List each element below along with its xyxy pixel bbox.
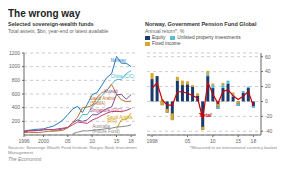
- html-text:Fixed income: Fixed income: [152, 41, 181, 46]
- html-text:Sources: Sovereign Wealth Fund: Sources: Sovereign Wealth Fund Institute…: [8, 145, 137, 155]
- svg-text:20: 20: [265, 83, 271, 89]
- svg-text:600: 600: [12, 91, 21, 97]
- html-text:Annual return*, %: Annual return*, %: [145, 28, 185, 34]
- svg-text:2000: 2000: [38, 138, 49, 144]
- svg-text:05: 05: [65, 138, 71, 144]
- html-text:The wrong way: The wrong way: [8, 8, 81, 19]
- svg-text:Australia(Future Fund): Australia(Future Fund): [92, 124, 120, 134]
- svg-text:Saudi Arabia(PIF): Saudi Arabia(PIF): [107, 114, 133, 124]
- svg-text:1996: 1996: [18, 138, 29, 144]
- svg-text:Total: Total: [199, 112, 212, 118]
- svg-text:0: 0: [265, 98, 268, 104]
- svg-text:60: 60: [265, 54, 271, 60]
- html-text:Unlisted property investments: Unlisted property investments: [177, 35, 241, 40]
- svg-text:-40: -40: [265, 128, 272, 134]
- svg-text:05: 05: [185, 138, 191, 144]
- svg-text:Norway: Norway: [111, 57, 127, 62]
- svg-text:800: 800: [12, 77, 21, 83]
- svg-text:200: 200: [12, 118, 21, 124]
- svg-text:10: 10: [210, 138, 216, 144]
- svg-text:1000: 1000: [9, 63, 20, 69]
- html-text:Norway, Government Pension Fun: Norway, Government Pension Fund Global: [145, 21, 257, 27]
- svg-text:18: 18: [251, 138, 257, 144]
- html-text:Selected sovereign-wealth fund: Selected sovereign-wealth funds: [8, 21, 94, 27]
- svg-text:Kuwait: Kuwait: [104, 88, 118, 93]
- svg-text:1200: 1200: [9, 50, 20, 56]
- svg-text:China (CIC): China (CIC): [111, 73, 135, 78]
- svg-text:40: 40: [265, 68, 271, 74]
- svg-text:18: 18: [128, 138, 134, 144]
- svg-text:1998: 1998: [147, 138, 158, 144]
- html-text:Equity: Equity: [152, 35, 166, 40]
- svg-text:-20: -20: [265, 113, 272, 119]
- html-text:*Measured in an international: *Measured in an international currency b…: [189, 145, 277, 150]
- svg-text:Singapore (GIC): Singapore (GIC): [90, 107, 123, 112]
- svg-text:15: 15: [235, 138, 241, 144]
- svg-text:400: 400: [12, 104, 21, 110]
- html-text:The Economist: The Economist: [8, 156, 42, 162]
- svg-text:15: 15: [114, 138, 120, 144]
- svg-text:10: 10: [89, 138, 95, 144]
- svg-text:Saudi Arabia(SAMA): Saudi Arabia(SAMA): [90, 96, 116, 106]
- html-text:Total assets, $bn, year-end or: Total assets, $bn, year-end or latest av…: [8, 28, 109, 34]
